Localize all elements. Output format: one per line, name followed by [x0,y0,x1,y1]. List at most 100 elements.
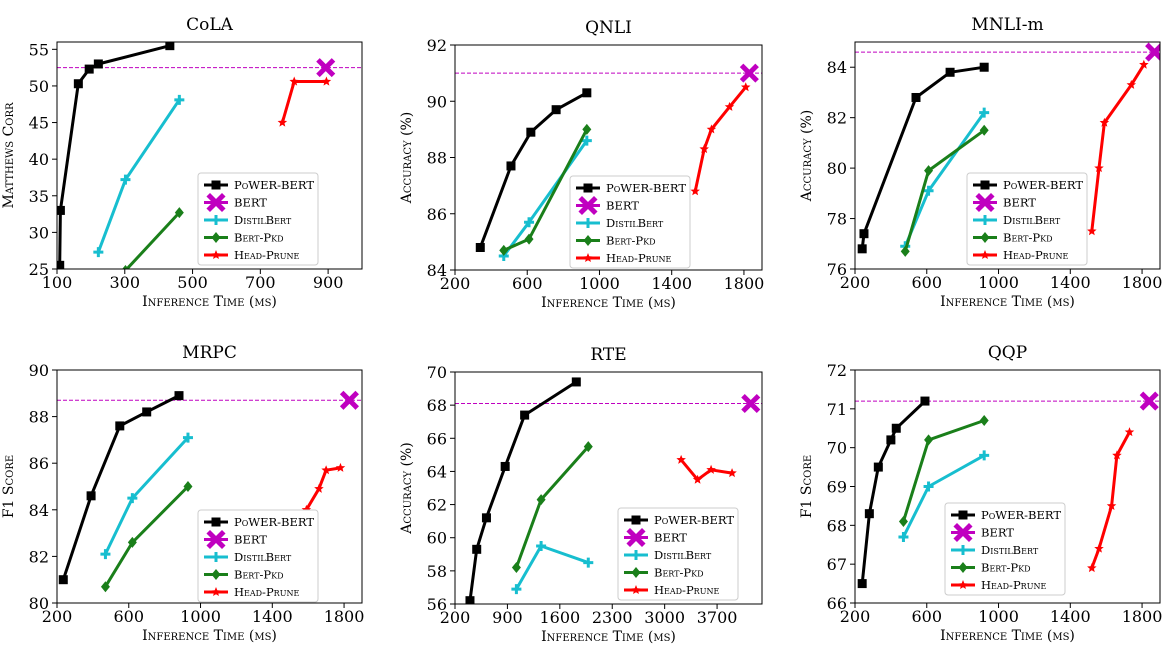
y-tick-label: 80 [827,159,847,178]
data-point [1106,500,1117,510]
x-axis-label: Inference Time (ms) [142,294,277,310]
data-point [979,107,990,118]
legend-label: Bert-Pkd [606,234,656,248]
series-line [468,380,578,601]
data-point [1112,450,1122,460]
legend-label: PoWER-BERT [606,181,686,195]
legend-item: Head-Prune [973,248,1068,262]
y-tick-label: 88 [29,408,49,427]
legend-label: DistilBert [981,543,1039,557]
x-tick-label: 1800 [324,607,365,626]
legend-item: BERT [204,529,267,550]
legend-item: PoWER-BERT [204,515,314,529]
data-point [536,541,547,551]
series-line [104,485,190,588]
y-tick-label: 78 [827,210,847,229]
chart-panel-qqp: QQP 200 600 1000 1400 1800 66 67 68 69 70 71 72 Infer… [799,343,1162,644]
legend-marker [626,527,646,548]
data-point [582,88,592,98]
legend-item: PoWER-BERT [576,181,686,195]
legend-label: PoWER-BERT [654,513,734,527]
data-point [924,434,934,446]
data-point [886,435,896,445]
x-tick-label: 1800 [1122,607,1163,626]
data-point [699,144,709,154]
x-tick-label: 600 [512,274,543,293]
data-point [1139,391,1159,411]
legend-item: Head-Prune [204,585,299,599]
legend-label: BERT [981,526,1014,540]
x-tick-label: 600 [911,607,942,626]
data-point [57,205,65,215]
data-point [583,441,593,453]
data-point [1126,79,1137,89]
series-head-prune [690,82,751,196]
plot-frame [56,41,363,270]
series-bert [739,63,759,83]
y-tick-label: 84 [827,58,847,77]
legend-marker [206,192,226,213]
legend-label: BERT [606,199,639,213]
x-axis-label: Inference Time (ms) [541,629,676,645]
y-tick-label: 90 [29,361,49,380]
data-point [321,76,332,86]
x-axis-label: Inference Time (ms) [940,628,1075,644]
legend-label: DistilBert [606,216,664,230]
y-tick-label: 70 [827,439,847,458]
legend-item: BERT [951,522,1014,543]
legend-box [966,172,1088,266]
x-tick-label: 1800 [724,274,765,293]
y-tick-label: 55 [29,40,49,59]
legend-marker [211,517,221,527]
data-point [314,483,324,493]
series-line [280,80,327,123]
series-bert-pkd [900,124,989,257]
data-point [506,161,516,171]
data-point [142,407,152,417]
legend-label: DistilBert [234,213,292,227]
legend: PoWER-BERT BERT DistilBert Bert-Pkd Head-Pru… [197,509,319,603]
x-tick-label: 700 [245,273,276,292]
x-tick-label: 100 [42,273,73,292]
x-tick-label: 600 [911,273,942,292]
x-axis-label: Inference Time (ms) [541,295,676,311]
legend: PoWER-BERT BERT DistilBert Bert-Pkd Head-Pru… [966,172,1088,266]
legend-item: DistilBert [204,550,292,564]
data-point [289,76,299,86]
data-point [923,481,934,492]
chart-panel-mrpc: MRPC 200 600 1000 1400 1800 80 82 84 86 88 90 Infere… [1,343,364,644]
data-point [511,562,521,574]
x-tick-label: 1400 [1050,607,1091,626]
plot-frame [854,41,1161,270]
chart-title: MNLI-m [971,15,1043,35]
legend-item: Bert-Pkd [576,234,656,248]
chart-title: CoLA [186,15,234,35]
data-point [923,185,934,196]
y-tick-label: 62 [427,496,447,515]
data-point [524,233,534,245]
series-distilbert [100,432,193,560]
series-power-bert [58,391,184,585]
series-head-prune [277,76,332,127]
plot-area [455,377,762,604]
y-tick-label: 80 [29,594,49,613]
series-line [104,436,190,555]
data-point [57,260,65,269]
legend-marker [958,545,968,555]
series-line [693,86,747,192]
y-tick-label: 58 [427,562,447,581]
legend-marker [958,510,968,520]
legend-item: BERT [973,192,1036,213]
series-distilbert [898,450,990,542]
legend-item: DistilBert [951,543,1039,557]
data-point [465,596,475,604]
x-tick-label: 1400 [252,607,293,626]
legend-label: Head-Prune [1003,248,1068,262]
y-tick-label: 70 [427,363,447,382]
chart-title: MRPC [182,343,237,363]
y-tick-label: 45 [29,114,49,133]
legend-label: DistilBert [234,550,292,564]
series-line [860,400,927,584]
data-point [979,124,989,136]
series-bert [339,390,359,410]
